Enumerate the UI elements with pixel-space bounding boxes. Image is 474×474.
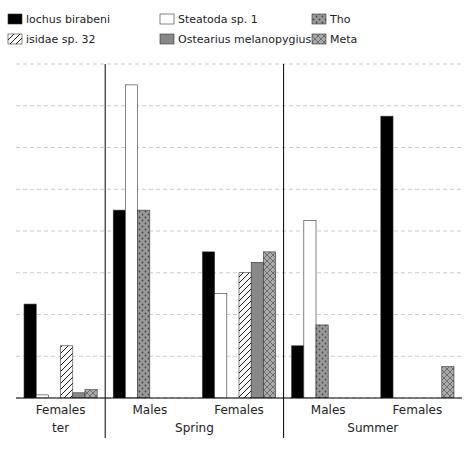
bar bbox=[215, 294, 227, 398]
legend-swatch bbox=[312, 14, 326, 24]
grid-line bbox=[16, 231, 462, 232]
legend-swatch bbox=[312, 34, 326, 44]
legend-label: Meta bbox=[330, 33, 357, 46]
bar bbox=[202, 252, 214, 398]
x-tick-label: Males bbox=[132, 403, 167, 417]
grid bbox=[16, 64, 462, 398]
bar bbox=[381, 116, 393, 398]
legend: lochus birabeni Steatoda sp. 1 Tho isidae s… bbox=[8, 13, 357, 46]
bar bbox=[239, 273, 251, 398]
grid-line bbox=[16, 398, 462, 399]
legend-label: isidae sp. 32 bbox=[26, 33, 96, 46]
bar bbox=[316, 325, 328, 398]
legend-swatch bbox=[8, 14, 22, 24]
legend-swatch bbox=[8, 34, 22, 44]
x-tick-label: Females bbox=[36, 403, 86, 417]
bar bbox=[125, 85, 137, 398]
group-label: Spring bbox=[175, 421, 214, 435]
bar bbox=[138, 210, 150, 398]
legend-swatch bbox=[160, 14, 174, 24]
bar bbox=[304, 221, 316, 398]
x-tick-label: Females bbox=[393, 403, 443, 417]
legend-swatch bbox=[160, 34, 174, 44]
bar bbox=[61, 346, 73, 398]
bar bbox=[113, 210, 125, 398]
bar bbox=[251, 262, 263, 398]
bar bbox=[442, 367, 454, 398]
bar bbox=[263, 252, 275, 398]
grid-line bbox=[16, 189, 462, 190]
bar bbox=[292, 346, 304, 398]
divider bbox=[105, 64, 106, 438]
bar bbox=[24, 304, 36, 398]
group-label: Summer bbox=[347, 421, 398, 435]
divider bbox=[283, 64, 284, 438]
chart: Females Males Females Males Females ter Spring… bbox=[0, 0, 474, 474]
legend-label: Tho bbox=[329, 13, 351, 26]
grid-line bbox=[16, 147, 462, 148]
bar bbox=[85, 390, 97, 398]
x-tick-label: Females bbox=[214, 403, 264, 417]
group-label: ter bbox=[52, 421, 69, 435]
bar bbox=[73, 393, 85, 398]
legend-label: Ostearius melanopygius bbox=[178, 33, 311, 46]
x-tick-label: Males bbox=[311, 403, 346, 417]
legend-label: Steatoda sp. 1 bbox=[178, 13, 258, 26]
legend-label: lochus birabeni bbox=[26, 13, 110, 26]
bars bbox=[24, 85, 454, 398]
grid-line bbox=[16, 64, 462, 65]
x-axis bbox=[16, 398, 462, 399]
grid-line bbox=[16, 105, 462, 106]
